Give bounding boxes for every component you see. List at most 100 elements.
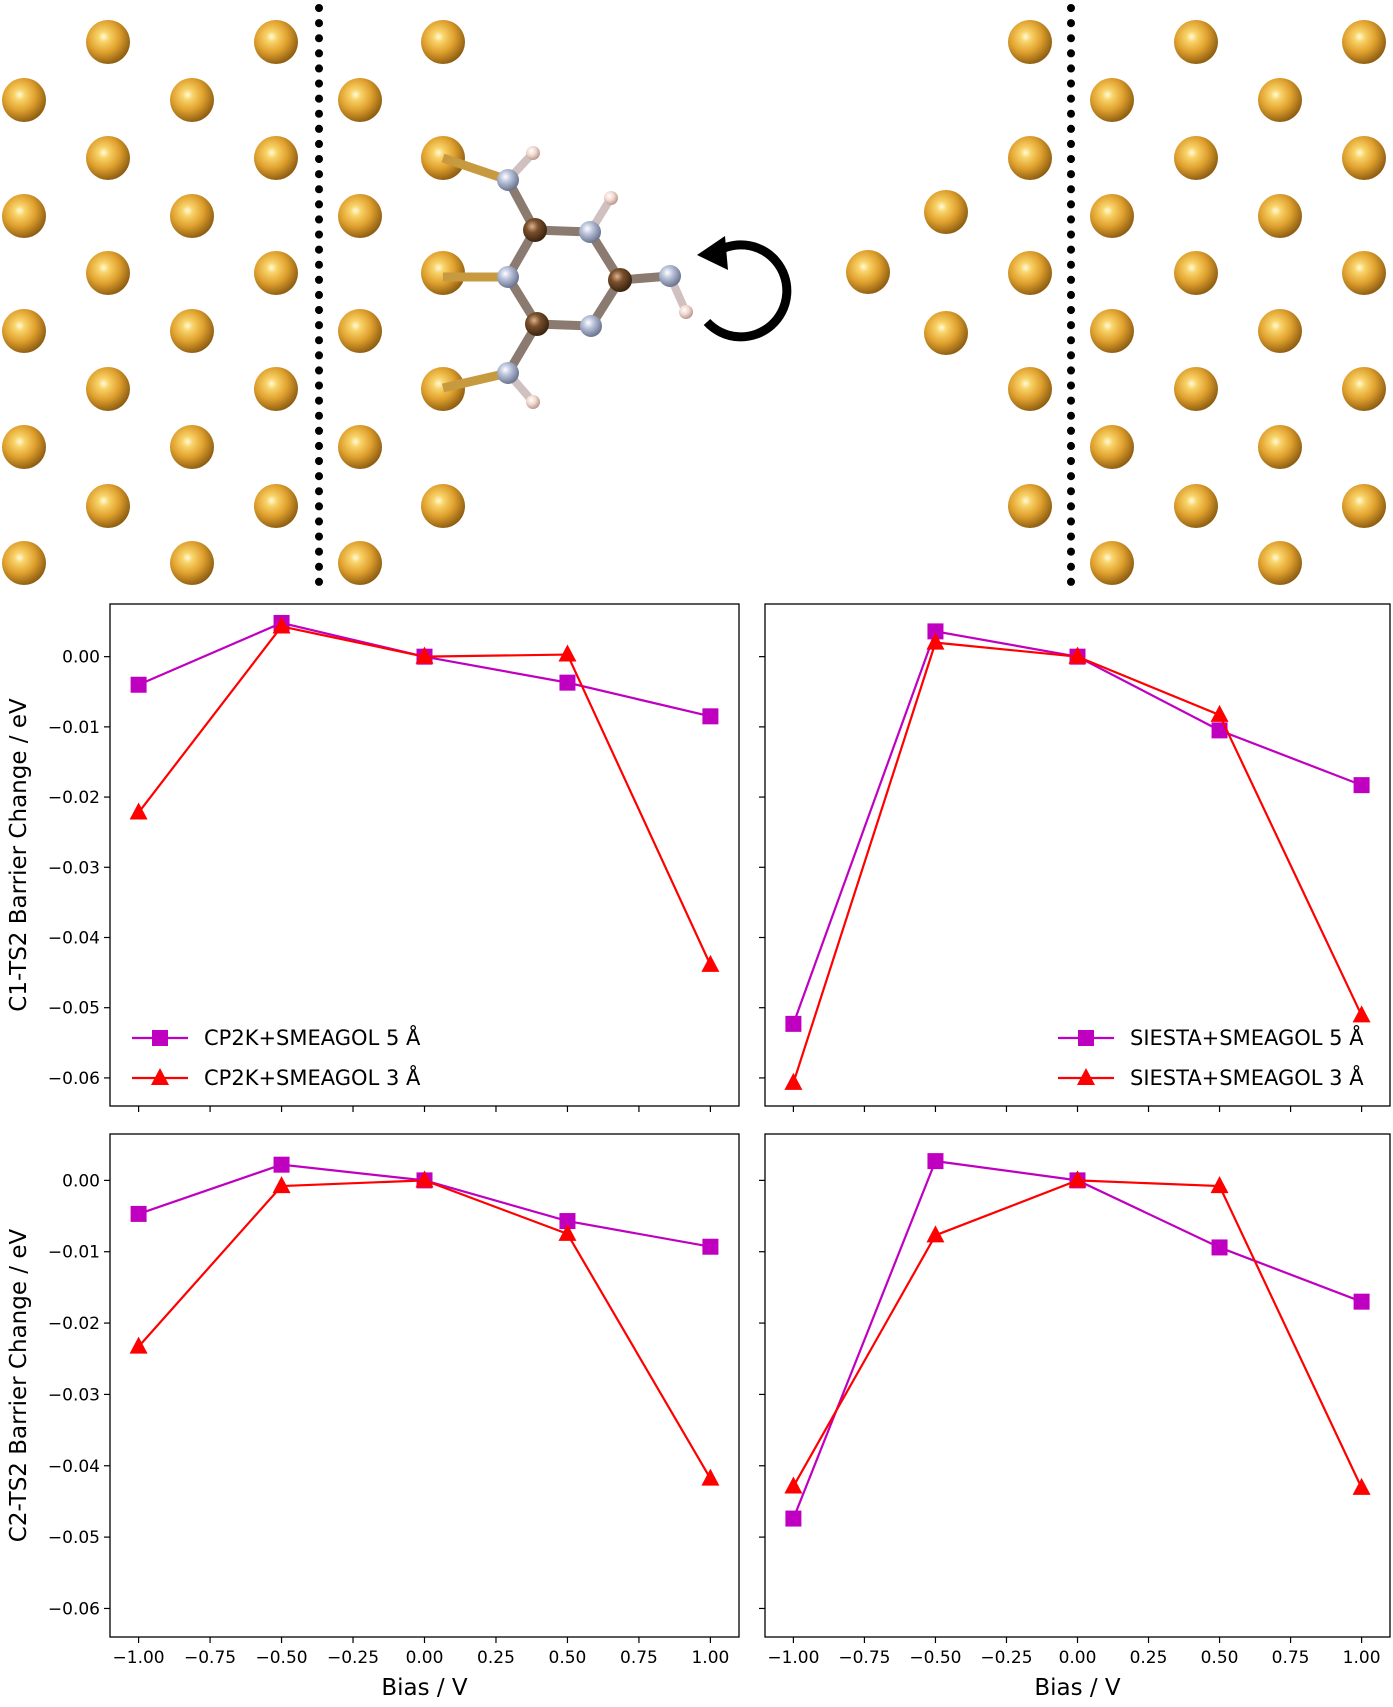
x-tick-label: −1.00 [767,1648,819,1668]
data-point-triangle [1210,1176,1229,1194]
x-axis-label: Bias / V [381,1675,468,1701]
gold-atom-icon [338,541,382,585]
gold-atom-icon [1008,251,1052,295]
gold-atom-icon [254,136,298,180]
x-axis-label: Bias / V [1034,1675,1121,1701]
gold-atom-icon [2,78,46,122]
gold-atom-icon [254,484,298,528]
x-tick-label: 0.25 [1130,1648,1168,1668]
gold-atom-icon [1090,78,1134,122]
data-point-triangle [415,1170,434,1188]
data-point-triangle [1352,1477,1371,1495]
x-tick-label: −0.75 [838,1648,890,1668]
data-point-triangle [701,1468,720,1486]
x-tick-label: 0.75 [1272,1648,1310,1668]
data-point-square [1211,722,1228,739]
data-point-triangle [1352,1005,1371,1023]
gold-atom-icon [86,367,130,411]
gold-atom-icon [170,541,214,585]
x-tick-label: −0.50 [909,1648,961,1668]
gold-atom-icon [1008,20,1052,64]
gold-atom-icon [1174,251,1218,295]
gold-atom-icon [86,251,130,295]
x-tick-label: −1.00 [113,1648,165,1668]
gold-atom-icon [170,78,214,122]
gold-atom-icon [1342,484,1386,528]
gold-atom-icon [2,309,46,353]
plot-frame [109,1133,740,1638]
legend-label: CP2K+SMEAGOL 5 Å [204,1024,421,1050]
data-point-triangle [1068,646,1087,664]
gold-atom-icon [1174,484,1218,528]
gold-atom-icon [846,250,890,294]
data-point-square [559,674,576,691]
y-tick-label: −0.06 [48,1599,100,1619]
legend-marker-square [152,1030,168,1046]
y-tick-label: 0.00 [62,1171,100,1191]
data-point-triangle [1068,1170,1087,1188]
gold-atom-icon [924,311,968,355]
y-tick-label: 0.00 [62,648,100,668]
y-tick-label: −0.04 [48,928,100,948]
gold-atom-icon [421,367,465,411]
x-tick-label: 0.25 [477,1648,515,1668]
carbon-atom-icon [525,312,549,336]
hydrogen-atom-icon [526,395,540,409]
data-point-square [130,676,147,693]
x-tick-label: 0.00 [406,1648,444,1668]
gold-atom-icon [1008,484,1052,528]
gold-atom-icon [86,484,130,528]
y-tick-label: −0.03 [48,1385,100,1405]
gold-atom-icon [1258,425,1302,469]
data-point-square [273,1156,290,1173]
x-tick-label: −0.25 [327,1648,379,1668]
data-point-triangle [784,1476,803,1494]
nitrogen-atom-icon [579,221,601,243]
hydrogen-atom-icon [604,191,618,205]
data-point-triangle [129,802,148,820]
data-point-triangle [558,644,577,662]
nitrogen-atom-icon [659,265,681,287]
plot-frame [109,603,740,1107]
chart-panel-1: 0.00 −0.01 −0.02 −0.03 −0.04 −0.05 −0.06 C1-TS2… [6,603,740,1112]
gold-atom-icon [2,541,46,585]
legend-label: SIESTA+SMEAGOL 5 Å [1130,1024,1364,1050]
data-point-square [559,1213,576,1230]
y-tick-label: −0.01 [48,718,100,738]
gold-atom-icon [1258,78,1302,122]
legend-label: SIESTA+SMEAGOL 3 Å [1130,1064,1364,1090]
triazine-molecule [441,146,693,409]
gold-atom-icon [1090,425,1134,469]
gold-atom-icon [1174,367,1218,411]
chart-panel-2: SIESTA+SMEAGOL 5 Å SIESTA+SMEAGOL 3 Å [759,603,1391,1112]
data-point-square [927,1153,944,1170]
data-point-triangle [926,632,945,650]
gold-atom-icon [1342,367,1386,411]
gold-atom-icon [1342,251,1386,295]
y-axis-label: C1-TS2 Barrier Change / eV [6,698,32,1012]
gold-atom-icon [421,20,465,64]
gold-atom-icon [254,251,298,295]
data-point-square [1353,777,1370,794]
gold-atom-icon [1258,309,1302,353]
gold-atom-icon [338,194,382,238]
y-tick-label: −0.03 [48,858,100,878]
gold-atom-icon [1090,194,1134,238]
legend-marker-square [1078,1030,1094,1046]
data-point-square [785,1015,802,1032]
x-tick-label: 0.50 [549,1648,587,1668]
data-point-triangle [272,1176,291,1194]
y-tick-label: −0.05 [48,1528,100,1548]
y-tick-label: −0.05 [48,999,100,1019]
bond [441,153,510,185]
gold-atom-icon [1008,367,1052,411]
gold-atom-icon [1090,309,1134,353]
gold-atom-icon [338,309,382,353]
y-tick-label: −0.02 [48,788,100,808]
x-tick-label: 0.75 [620,1648,658,1668]
data-point-triangle [129,1336,148,1354]
data-point-square [130,1205,147,1222]
x-tick-label: −0.25 [980,1648,1032,1668]
